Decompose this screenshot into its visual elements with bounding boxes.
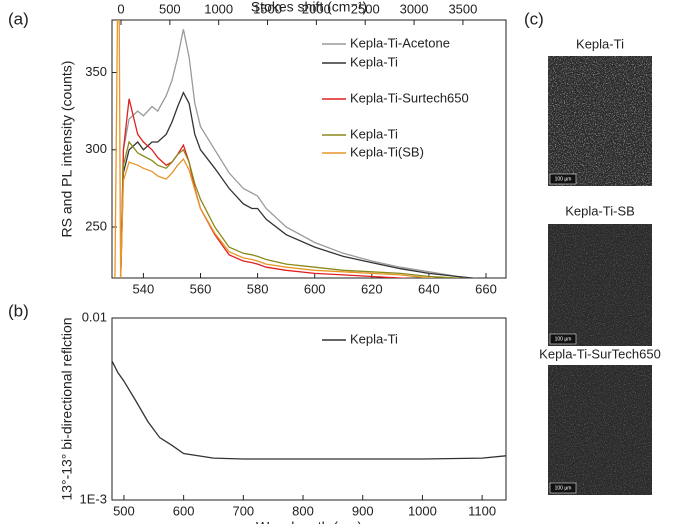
- micrograph-texture: [548, 56, 652, 186]
- plot-frame: [111, 19, 507, 279]
- y-tick-label: 1E-3: [80, 491, 107, 506]
- x-tick-label: 900: [352, 503, 374, 518]
- x-tick-label: 600: [173, 503, 195, 518]
- micrograph-title: Kepla-Ti: [576, 36, 624, 51]
- series-line: [120, 91, 478, 278]
- scale-bar-box: [549, 482, 577, 494]
- micrograph-texture: [548, 365, 652, 495]
- series-line: [120, 140, 470, 278]
- series-line: [112, 360, 506, 460]
- y-tick-label: 250: [85, 218, 107, 233]
- x-tick-label: 600: [304, 281, 326, 296]
- plot-frame: [111, 317, 507, 501]
- x-tick-label: 540: [133, 281, 155, 296]
- x-axis-label: Wavelength (nm): [256, 519, 362, 524]
- x-tick-label: 640: [418, 281, 440, 296]
- y-tick-label: 300: [85, 141, 107, 156]
- scale-bar-label: 100 µm: [555, 336, 572, 342]
- series-line: [114, 20, 442, 278]
- legend-label: Kepla-Ti: [350, 331, 398, 346]
- panel-label: (a): [8, 9, 29, 28]
- y-tick-label: 0.01: [82, 309, 107, 324]
- x2-tick-label: 3000: [400, 1, 429, 16]
- x2-tick-label: 1000: [204, 1, 233, 16]
- x-tick-label: 1100: [468, 503, 496, 518]
- legend-label: Kepla-Ti-Surtech650: [350, 90, 469, 105]
- x-tick-label: 580: [247, 281, 269, 296]
- x2-tick-label: 2000: [302, 1, 331, 16]
- y-tick-label: 350: [85, 64, 107, 79]
- scale-bar-label: 100 µm: [555, 176, 572, 182]
- micrograph-texture: [548, 224, 652, 346]
- panel-label: (c): [524, 9, 544, 28]
- x2-tick-label: 2500: [351, 1, 380, 16]
- legend-label: Kepla-Ti: [350, 126, 398, 141]
- x-tick-label: 560: [190, 281, 212, 296]
- legend-label: Kepla-Ti(SB): [350, 144, 424, 159]
- x2-tick-label: 0: [117, 1, 124, 16]
- micrograph-title: Kepla-Ti-SB: [565, 203, 635, 218]
- scale-bar-box: [549, 173, 577, 185]
- x-tick-label: 620: [361, 281, 383, 296]
- x-tick-label: 660: [475, 281, 497, 296]
- series-line: [120, 29, 478, 278]
- x2-tick-label: 3500: [448, 1, 477, 16]
- x-tick-label: 1000: [408, 503, 437, 518]
- x-tick-label: 700: [232, 503, 254, 518]
- plot-area: [112, 360, 506, 460]
- micrograph-title: Kepla-Ti-SurTech650: [539, 346, 661, 361]
- y-axis-label: 13°-13° bi-directional reflction: [59, 317, 75, 500]
- y-axis-label: RS and PL intensity (counts): [59, 61, 75, 238]
- series-line: [120, 98, 413, 278]
- legend-label: Kepla-Ti: [350, 54, 398, 69]
- scale-bar-box: [549, 333, 577, 345]
- plot-area: [114, 20, 478, 278]
- x2-axis-label: Stokes shift (cm⁻¹): [251, 0, 367, 15]
- x2-tick-label: 1500: [253, 1, 282, 16]
- scale-bar-label: 100 µm: [555, 485, 572, 491]
- x-tick-label: 500: [113, 503, 135, 518]
- x2-tick-label: 500: [159, 1, 181, 16]
- x-tick-label: 800: [292, 503, 314, 518]
- panel-label: (b): [8, 301, 29, 320]
- legend-label: Kepla-Ti-Acetone: [350, 35, 450, 50]
